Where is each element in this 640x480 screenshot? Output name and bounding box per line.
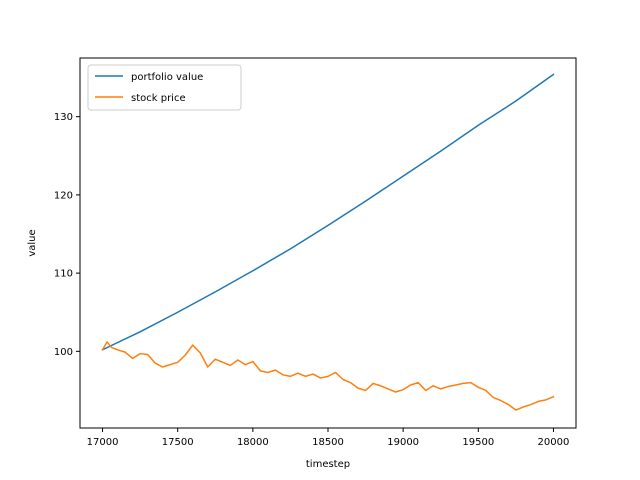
- y-tick-label: 130: [54, 112, 73, 123]
- legend-label: stock price: [131, 93, 186, 104]
- x-tick-label: 17000: [87, 437, 119, 448]
- x-tick-label: 17500: [162, 437, 194, 448]
- x-axis-label: timestep: [306, 459, 350, 470]
- x-tick-label: 19000: [387, 437, 419, 448]
- x-tick-label: 19500: [462, 437, 494, 448]
- plot-area: [101, 73, 555, 411]
- x-tick-label: 18500: [312, 437, 344, 448]
- series-line-1: [101, 73, 555, 351]
- x-axis: 17000 17500 18000 18500 19000 19500 20000: [87, 428, 570, 448]
- x-tick-label: 20000: [538, 437, 570, 448]
- legend-label: portfolio value: [131, 72, 203, 83]
- x-tick-label: 18000: [237, 437, 269, 448]
- y-axis-label: value: [27, 229, 38, 256]
- y-tick-label: 110: [54, 269, 73, 280]
- legend: portfolio value stock price: [87, 64, 242, 111]
- series-line-2: [101, 341, 555, 411]
- legend-box: [87, 64, 242, 111]
- y-tick-label: 100: [54, 347, 73, 358]
- y-axis: 100 110 120 130: [54, 112, 80, 358]
- y-tick-label: 120: [54, 190, 73, 201]
